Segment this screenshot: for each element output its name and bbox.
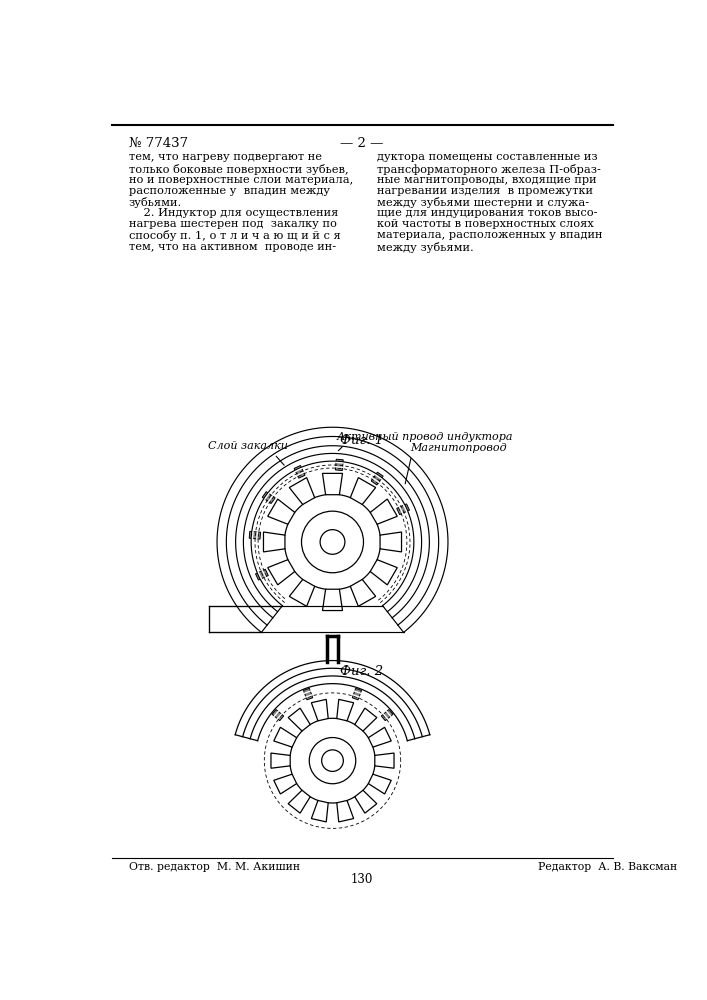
- Text: зубьями.: зубьями.: [129, 197, 182, 208]
- Polygon shape: [249, 531, 261, 539]
- Text: ные магнитопроводы, входящие при: ные магнитопроводы, входящие при: [377, 175, 596, 185]
- Text: кой частоты в поверхностных слоях: кой частоты в поверхностных слоях: [377, 219, 593, 229]
- Text: материала, расположенных у впадин: материала, расположенных у впадин: [377, 230, 602, 240]
- Text: 130: 130: [351, 873, 373, 886]
- Text: но и поверхностные слои материала,: но и поверхностные слои материала,: [129, 175, 353, 185]
- Text: Слой закалки: Слой закалки: [209, 441, 288, 451]
- Text: дуктора помещены составленные из: дуктора помещены составленные из: [377, 152, 597, 162]
- Text: 2. Индуктор для осуществления: 2. Индуктор для осуществления: [129, 208, 338, 218]
- Polygon shape: [294, 465, 305, 478]
- Text: Редактор  А. В. Ваксман: Редактор А. В. Ваксман: [538, 862, 677, 872]
- Polygon shape: [272, 710, 284, 721]
- Text: Фиг. 2: Фиг. 2: [340, 665, 383, 678]
- Text: щие для индуцирования токов высо-: щие для индуцирования токов высо-: [377, 208, 597, 218]
- Polygon shape: [352, 688, 361, 700]
- Polygon shape: [262, 492, 275, 504]
- Text: тем, что на активном  проводе ин-: тем, что на активном проводе ин-: [129, 242, 336, 252]
- Text: между зубьями.: между зубьями.: [377, 242, 474, 253]
- Polygon shape: [381, 710, 393, 721]
- Text: нагревании изделия  в промежутки: нагревании изделия в промежутки: [377, 186, 592, 196]
- Text: способу п. 1, о т л и ч а ю щ и й с я: способу п. 1, о т л и ч а ю щ и й с я: [129, 230, 341, 241]
- Polygon shape: [303, 688, 312, 700]
- Text: только боковые поверхности зубьев,: только боковые поверхности зубьев,: [129, 164, 349, 175]
- Polygon shape: [397, 504, 409, 515]
- Polygon shape: [255, 569, 268, 580]
- Text: трансформаторного железа П-образ-: трансформаторного железа П-образ-: [377, 164, 600, 175]
- Text: Отв. редактор  М. М. Акишин: Отв. редактор М. М. Акишин: [129, 862, 300, 872]
- Text: Активный провод индуктора: Активный провод индуктора: [337, 432, 513, 442]
- Text: Магнитопровод: Магнитопровод: [410, 443, 507, 453]
- Text: — 2 —: — 2 —: [340, 137, 384, 150]
- Text: Фиг. 1: Фиг. 1: [340, 434, 383, 447]
- Polygon shape: [371, 472, 383, 485]
- Text: тем, что нагреву подвергают не: тем, что нагреву подвергают не: [129, 152, 322, 162]
- Text: между зубьями шестерни и служа-: между зубьями шестерни и служа-: [377, 197, 589, 208]
- Text: № 77437: № 77437: [129, 137, 188, 150]
- Text: расположенные у  впадин между: расположенные у впадин между: [129, 186, 329, 196]
- Polygon shape: [335, 459, 343, 471]
- Text: нагрева шестерен под  закалку по: нагрева шестерен под закалку по: [129, 219, 337, 229]
